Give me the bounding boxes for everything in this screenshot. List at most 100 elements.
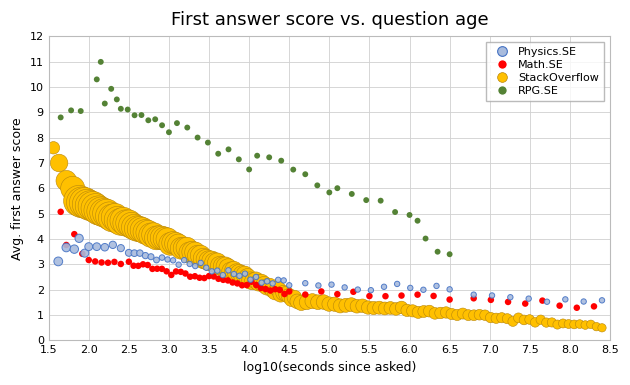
RPG.SE (213, 151, 223, 157)
StackOverflow (281, 291, 291, 297)
StackOverflow (179, 245, 189, 251)
StackOverflow (447, 311, 457, 317)
StackOverflow (564, 321, 574, 327)
StackOverflow (74, 198, 84, 204)
StackOverflow (463, 312, 473, 318)
StackOverflow (110, 214, 120, 220)
StackOverflow (123, 220, 134, 226)
Physics.SE (54, 258, 64, 264)
StackOverflow (262, 284, 272, 290)
StackOverflow (54, 160, 64, 166)
StackOverflow (536, 316, 546, 323)
StackOverflow (171, 241, 181, 247)
RPG.SE (288, 167, 298, 173)
Physics.SE (560, 296, 570, 303)
RPG.SE (130, 112, 140, 118)
StackOverflow (61, 177, 71, 184)
StackOverflow (575, 321, 585, 327)
StackOverflow (201, 256, 211, 263)
StackOverflow (502, 316, 512, 322)
RPG.SE (301, 171, 311, 177)
StackOverflow (525, 316, 535, 323)
Math.SE (152, 266, 162, 272)
StackOverflow (346, 301, 357, 308)
StackOverflow (105, 213, 115, 219)
StackOverflow (592, 323, 602, 330)
Math.SE (84, 257, 94, 263)
StackOverflow (159, 236, 169, 242)
Physics.SE (353, 286, 363, 293)
StackOverflow (289, 295, 299, 301)
Math.SE (55, 209, 66, 215)
RPG.SE (421, 236, 431, 242)
RPG.SE (172, 120, 182, 126)
StackOverflow (319, 299, 329, 305)
Math.SE (214, 276, 224, 282)
RPG.SE (143, 117, 153, 123)
RPG.SE (55, 114, 66, 121)
StackOverflow (541, 320, 551, 326)
RPG.SE (224, 146, 234, 152)
Math.SE (61, 242, 71, 248)
Math.SE (537, 298, 547, 304)
Math.SE (469, 295, 479, 301)
StackOverflow (580, 322, 590, 328)
Math.SE (209, 273, 219, 280)
StackOverflow (278, 290, 289, 296)
StackOverflow (402, 307, 412, 313)
RPG.SE (76, 108, 86, 114)
StackOverflow (137, 227, 147, 233)
StackOverflow (265, 283, 275, 290)
StackOverflow (284, 293, 294, 299)
StackOverflow (324, 301, 334, 307)
RPG.SE (157, 122, 167, 128)
RPG.SE (193, 134, 203, 141)
RPG.SE (116, 106, 126, 112)
Math.SE (180, 270, 190, 276)
Physics.SE (301, 280, 311, 286)
Physics.SE (366, 287, 376, 293)
StackOverflow (469, 312, 479, 318)
StackOverflow (435, 310, 445, 316)
Math.SE (265, 288, 275, 294)
X-axis label: log10(seconds since asked): log10(seconds since asked) (243, 361, 416, 374)
Math.SE (332, 291, 342, 297)
StackOverflow (212, 259, 222, 266)
Math.SE (223, 277, 233, 283)
StackOverflow (363, 305, 373, 311)
Math.SE (275, 287, 285, 293)
Math.SE (185, 274, 195, 280)
StackOverflow (140, 229, 151, 235)
StackOverflow (163, 236, 173, 243)
RPG.SE (433, 249, 443, 255)
StackOverflow (441, 310, 451, 316)
Math.SE (237, 282, 247, 288)
Math.SE (246, 279, 256, 285)
StackOverflow (553, 321, 563, 328)
Physics.SE (129, 250, 139, 256)
StackOverflow (231, 270, 241, 276)
StackOverflow (113, 217, 123, 223)
Physics.SE (234, 273, 244, 279)
StackOverflow (143, 229, 153, 236)
Physics.SE (212, 268, 222, 274)
RPG.SE (346, 191, 357, 197)
StackOverflow (508, 318, 518, 325)
Physics.SE (405, 285, 415, 291)
StackOverflow (480, 312, 490, 318)
Physics.SE (256, 280, 266, 286)
Physics.SE (273, 277, 284, 283)
RPG.SE (390, 209, 400, 215)
StackOverflow (99, 210, 109, 216)
Math.SE (256, 285, 266, 291)
StackOverflow (243, 274, 253, 280)
StackOverflow (226, 268, 236, 274)
Physics.SE (140, 253, 151, 259)
StackOverflow (195, 253, 205, 259)
Physics.SE (218, 272, 228, 278)
Physics.SE (135, 250, 145, 256)
RPG.SE (404, 212, 415, 218)
Physics.SE (278, 277, 289, 283)
StackOverflow (220, 263, 231, 270)
Physics.SE (284, 282, 294, 288)
